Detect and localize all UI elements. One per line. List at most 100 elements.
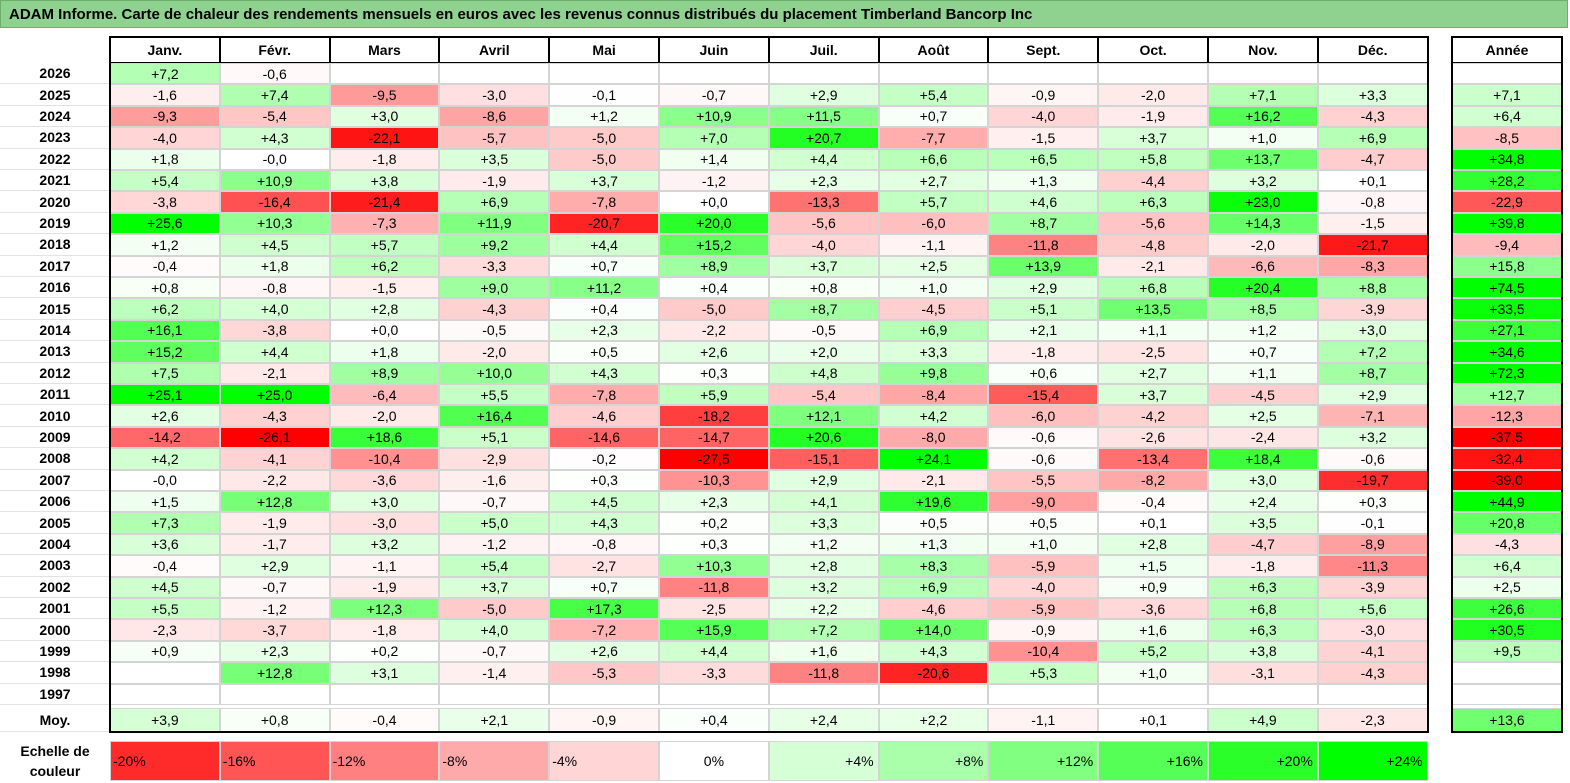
heatmap-cell: [1098, 63, 1208, 85]
heatmap-cell: +7,2: [110, 63, 220, 85]
row-year-label: 2000: [0, 619, 110, 641]
heatmap-cell: [1098, 683, 1208, 705]
heatmap-cell: +0,5: [549, 341, 659, 363]
heatmap-cell: +8,7: [988, 212, 1099, 235]
heatmap-cell: -10,4: [329, 448, 440, 470]
heatmap-cell: -5,3: [549, 662, 659, 684]
row-year-label: 2004: [0, 533, 110, 556]
heatmap-cell: -9,0: [988, 491, 1099, 513]
heatmap-cell: +8,7: [768, 298, 879, 320]
heatmap-cell: +5,6: [1317, 598, 1428, 620]
heatmap-cell: +10,9: [659, 105, 769, 128]
heatmap-cell: -5,0: [549, 127, 659, 149]
heatmap-cell: +3,7: [549, 170, 659, 192]
heatmap-cell: -4,5: [878, 298, 989, 320]
heatmap-cell: +2,9: [768, 84, 879, 106]
column-header: Déc.: [1317, 37, 1428, 63]
heatmap-cell: -15,4: [988, 384, 1099, 406]
heatmap-cell: +11,5: [768, 105, 879, 128]
heatmap-cell: +5,8: [1098, 148, 1208, 170]
annual-cell: +34,8: [1452, 148, 1562, 170]
heatmap-cell: +10,3: [659, 555, 769, 577]
heatmap-cell: +0,0: [659, 191, 769, 213]
heatmap-cell: -0,6: [988, 448, 1099, 470]
heatmap-cell: +3,1: [329, 662, 440, 684]
color-scale-swatch: -16%: [219, 741, 330, 781]
heatmap-cell: -1,8: [329, 148, 440, 170]
heatmap-cell: [439, 683, 550, 705]
heatmap-cell: +4,0: [219, 298, 330, 320]
heatmap-cell: -10,3: [659, 469, 769, 491]
heatmap-cell: -3,6: [329, 469, 440, 491]
heatmap-cell: +20,4: [1208, 277, 1318, 299]
heatmap-cell: -3,8: [110, 191, 220, 213]
average-cell: +0,4: [659, 708, 769, 732]
heatmap-cell: -8,4: [878, 384, 989, 406]
heatmap-cell: -15,1: [768, 448, 879, 470]
average-cell: +0,8: [219, 708, 330, 732]
heatmap-cell: -2,1: [219, 362, 330, 384]
heatmap-cell: -11,8: [768, 662, 879, 684]
heatmap-cell: -0,7: [219, 576, 330, 598]
heatmap-cell: +5,9: [659, 384, 769, 406]
heatmap-cell: +5,2: [1098, 640, 1208, 663]
heatmap-cell: -0,5: [439, 319, 550, 342]
heatmap-cell: [768, 683, 879, 705]
heatmap-cell: +14,3: [1208, 212, 1318, 235]
color-scale-swatch: -4%: [549, 741, 659, 781]
annual-cell: +6,4: [1452, 105, 1562, 128]
annual-cell: +72,3: [1452, 362, 1562, 384]
heatmap-cell: +6,9: [878, 576, 989, 598]
average-cell: +3,9: [110, 708, 220, 732]
annual-cell: -32,4: [1452, 448, 1562, 470]
heatmap-cell: +13,9: [988, 255, 1099, 277]
heatmap-cell: +6,6: [878, 148, 989, 170]
heatmap-cell: [878, 63, 989, 85]
heatmap-cell: -21,4: [329, 191, 440, 213]
heatmap-cell: +2,1: [988, 319, 1099, 342]
heatmap-cell: +4,3: [549, 512, 659, 534]
heatmap-cell: +18,4: [1208, 448, 1318, 470]
heatmap-cell: +6,3: [1098, 191, 1208, 213]
heatmap-cell: -0,7: [439, 491, 550, 513]
heatmap-cell: +19,6: [878, 491, 989, 513]
heatmap-cell: -4,0: [988, 105, 1099, 128]
heatmap-cell: -2,7: [549, 555, 659, 577]
heatmap-cell: +16,1: [110, 319, 220, 342]
annual-cell: +44,9: [1452, 491, 1562, 513]
color-scale-swatch: -8%: [439, 741, 550, 781]
heatmap-cell: -0,8: [549, 533, 659, 556]
heatmap-cell: +2,3: [768, 170, 879, 192]
heatmap-cell: -7,2: [549, 619, 659, 641]
heatmap-cell: +3,0: [329, 105, 440, 128]
heatmap-cell: [110, 683, 220, 705]
heatmap-cell: +1,8: [219, 255, 330, 277]
heatmap-cell: -1,4: [439, 662, 550, 684]
heatmap-cell: +4,2: [110, 448, 220, 470]
heatmap-cell: -0,6: [988, 426, 1099, 449]
heatmap-cell: -1,5: [1317, 212, 1428, 235]
annual-cell: +26,6: [1452, 598, 1562, 620]
heatmap-cell: -8,6: [439, 105, 550, 128]
heatmap-cell: -4,7: [1208, 533, 1318, 556]
heatmap-cell: -5,9: [988, 598, 1099, 620]
annual-cell: +9,5: [1452, 640, 1562, 663]
heatmap-cell: +0,5: [878, 512, 989, 534]
heatmap-cell: +1,3: [878, 533, 989, 556]
heatmap-cell: -1,5: [329, 277, 440, 299]
heatmap-cell: -26,1: [219, 426, 330, 449]
heatmap-cell: +9,2: [439, 234, 550, 256]
row-year-label: 2026: [0, 63, 110, 85]
annual-cell: +33,5: [1452, 298, 1562, 320]
heatmap-cell: +4,3: [219, 127, 330, 149]
heatmap-cell: +5,4: [439, 555, 550, 577]
heatmap-cell: [768, 63, 879, 85]
heatmap-cell: -4,4: [1098, 170, 1208, 192]
heatmap-cell: +8,3: [878, 555, 989, 577]
heatmap-cell: +14,0: [878, 619, 989, 641]
heatmap-cell: +5,5: [110, 598, 220, 620]
annual-cell: -37,5: [1452, 426, 1562, 449]
annual-cell: +20,8: [1452, 512, 1562, 534]
heatmap-cell: -5,4: [768, 384, 879, 406]
